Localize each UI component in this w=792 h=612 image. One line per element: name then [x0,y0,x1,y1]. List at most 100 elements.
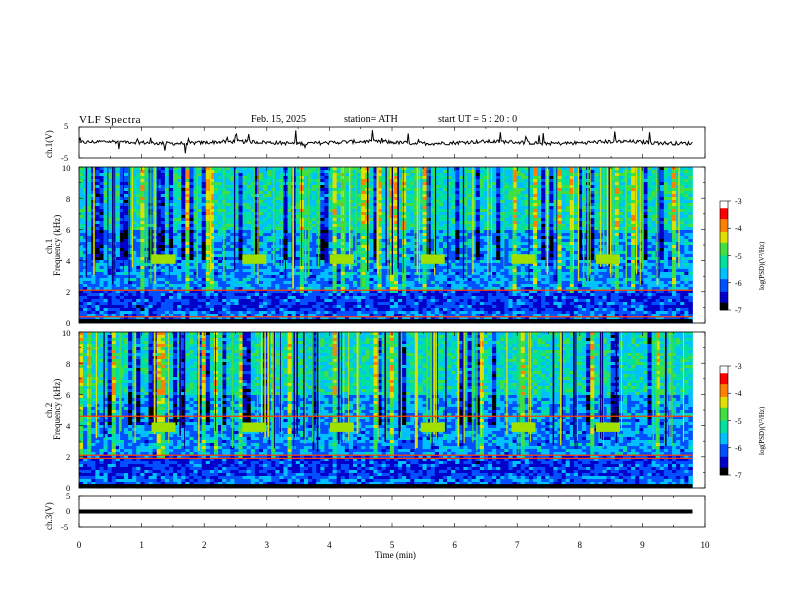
spectrogram-cell [267,236,272,240]
ch1-freq-tick: 10 [62,163,71,173]
spectrogram-cell [430,236,436,240]
spectrogram-cell [684,212,689,216]
spectrogram-cell [369,194,374,198]
spectrogram-cell [569,194,575,198]
spectrogram-cell [344,236,350,240]
spectrogram-cell [451,203,456,207]
spectrogram-cell [680,197,685,201]
spectrogram-cell [463,257,468,261]
spectrogram-cell [218,167,223,171]
spectrogram-cell [639,239,644,243]
spectrogram-cell [332,173,338,177]
spectrogram-cell [185,194,190,198]
spectrogram-cell [123,176,129,180]
spectrogram-cell [430,203,436,207]
spectrogram-cell [377,260,383,264]
spectrogram-cell [430,221,436,225]
spectrogram-cell [631,167,636,171]
spectrogram-cell [185,173,190,177]
spectrogram-cell [132,209,137,213]
spectrogram-cell [213,221,219,225]
spectrogram-cell [132,188,137,192]
spectrogram-cell [193,203,199,207]
spectrogram-cell [680,200,685,204]
spectrogram-cell [410,191,415,195]
spectrogram-cell [398,182,403,186]
spectrogram-cell [115,251,121,255]
spectrogram-cell [680,254,685,258]
spectrogram-cell [201,263,207,267]
spectrogram-cell [680,227,685,231]
spectrogram-cell [479,188,485,192]
spectrogram-cell [516,167,522,171]
spectrogram-cell [569,251,575,255]
spectrogram-cell [132,218,137,222]
spectrogram-cell [295,260,301,264]
spectrogram-cell [242,203,248,207]
spectrogram-cell [381,251,387,255]
spectrogram-cell [348,167,354,171]
spectrogram-cell [422,209,428,213]
spectrogram-cell [639,206,644,210]
spectrogram-cell [193,227,199,231]
spectrogram-cell [549,203,554,207]
spectrogram-cell [430,200,436,204]
spectrogram-cell [635,209,640,213]
spectrogram-cell [348,245,354,249]
x-tick-label: 0 [76,540,82,550]
spectrogram-cell [659,257,665,261]
spectrogram-cell [475,239,481,243]
spectrogram-cell [353,206,358,210]
spectrogram-cell [508,239,513,243]
spectrogram-cell [483,185,489,189]
spectrogram-cell [537,209,542,213]
spectrogram-cell [590,209,595,213]
spectrogram-cell [639,236,644,240]
spectrogram-cell [213,209,219,213]
spectrogram-cell [344,173,350,177]
spectrogram-cell [185,218,190,222]
spectrogram-cell [107,173,113,177]
spectrogram-cell [250,227,256,231]
spectrogram-cell [663,200,669,204]
spectrogram-cell [447,185,452,189]
spectrogram-cell [635,230,640,234]
spectrogram-cell [79,197,84,201]
spectrogram-cell [348,179,354,183]
spectrogram-cell [369,251,374,255]
spectrogram-cell [430,248,436,252]
spectrogram-cell [577,221,583,225]
spectrogram-cell [672,197,677,201]
spectrogram-cell [430,206,436,210]
spectrogram-cell [140,209,145,213]
spectrogram-cell [209,182,215,186]
spectrogram-cell [246,185,252,189]
spectrogram-cell [524,185,530,189]
spectrogram-cell [459,260,464,264]
spectrogram-cell [504,197,509,201]
spectrogram-cell [308,215,313,219]
spectrogram-cell [119,167,125,171]
spectrogram-cell [512,251,518,255]
spectrogram-cell [107,197,113,201]
spectrogram-cell [418,230,423,234]
spectrogram-cell [136,173,141,177]
spectrogram-cell [496,248,501,252]
spectrogram-cell [357,182,362,186]
spectrogram-cell [508,188,513,192]
spectrogram-cell [369,209,374,213]
spectrogram-cell [267,173,272,177]
spectrogram-cell [132,263,137,267]
spectrogram-cell [136,188,141,192]
spectrogram-cell [459,182,464,186]
spectrogram-cell [209,263,215,267]
spectrogram-cell [160,194,166,198]
spectrogram-cell [238,206,243,210]
spectrogram-cell [234,224,239,228]
spectrogram-cell [332,197,338,201]
spectrogram-cell [267,167,272,171]
spectrogram-cell [516,221,522,225]
spectrogram-cell [189,179,194,183]
spectrogram-cell [672,248,677,252]
spectrogram-cell [156,221,162,225]
